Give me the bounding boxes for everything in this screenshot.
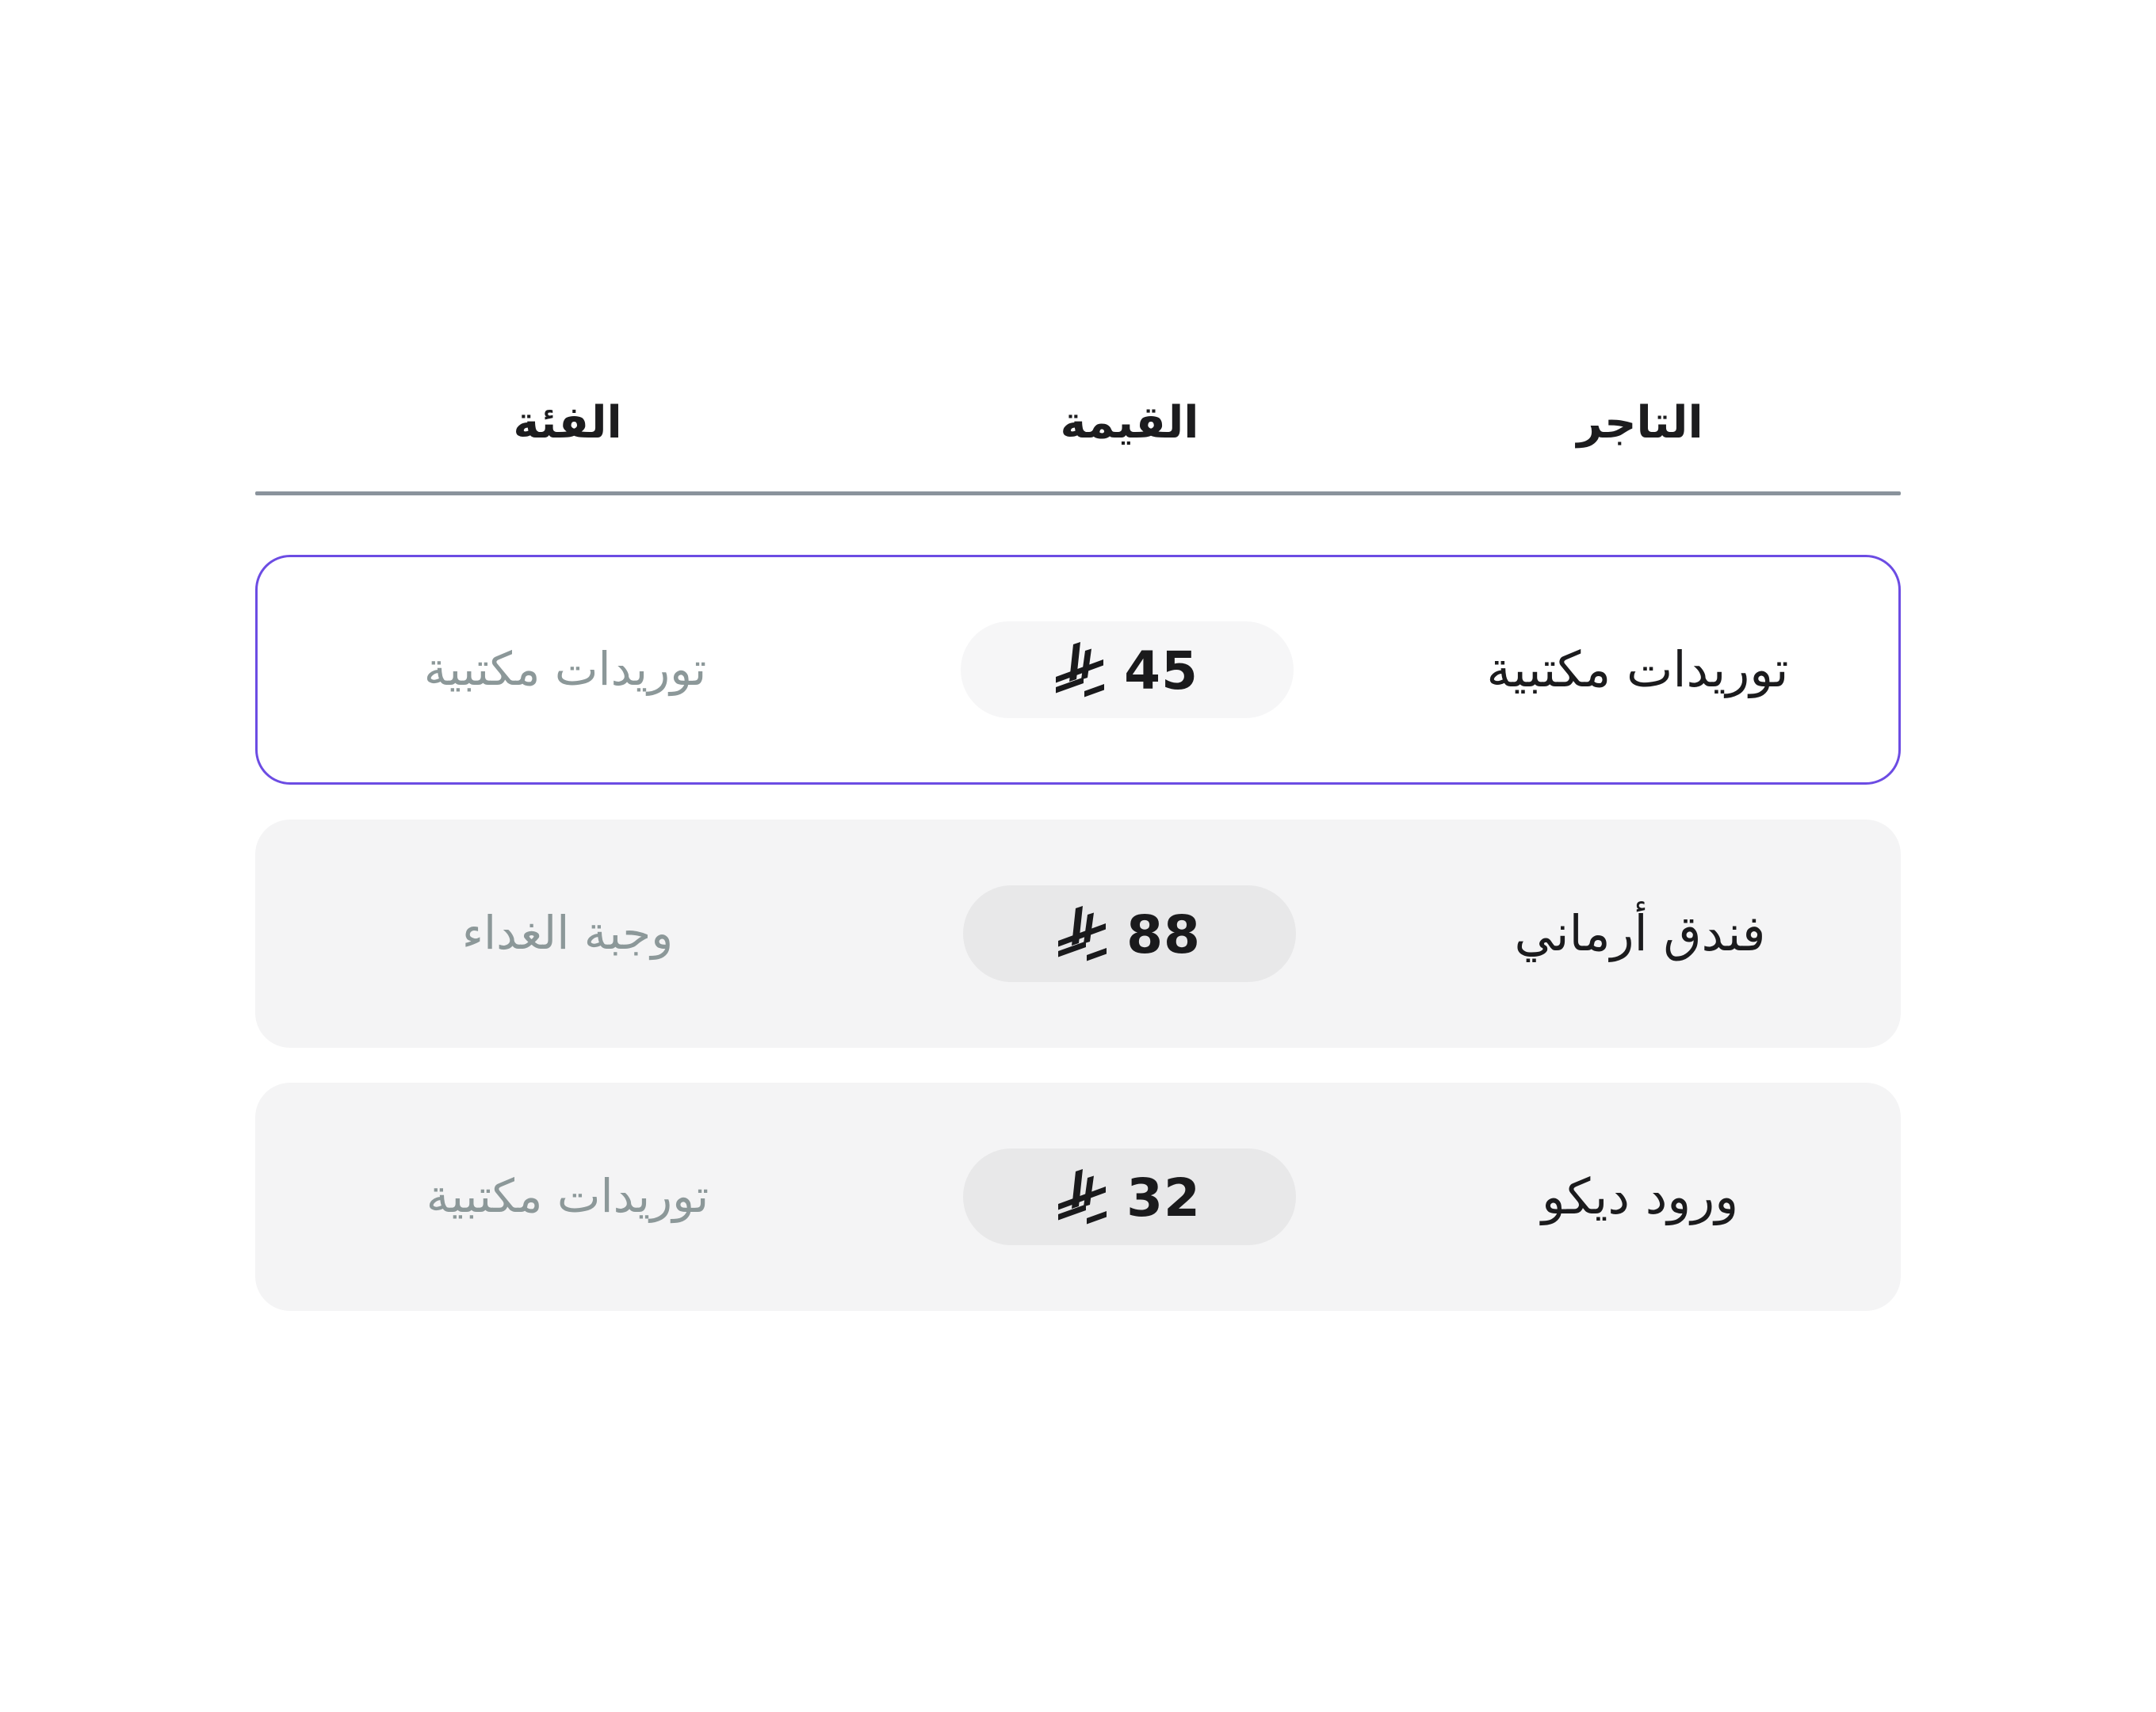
amount-value: 88 <box>1126 904 1201 965</box>
column-header-merchant: التاجر <box>1577 397 1703 449</box>
amount-pill: 32 <box>963 1148 1296 1245</box>
merchant-cell: ورود ديكو <box>1541 1167 1739 1225</box>
transactions-table: التاجر القيمة الفئة توريدات مكتبية <box>255 0 1901 1311</box>
table-row-selected[interactable]: توريدات مكتبية 45 توريدات مكت <box>255 555 1901 785</box>
value-cell: 45 <box>877 621 1377 718</box>
column-header-value: القيمة <box>1060 397 1199 449</box>
value-cell: 32 <box>880 1148 1379 1245</box>
table-row[interactable]: ورود ديكو 32 توريدات مكتبية <box>255 1083 1901 1311</box>
saudi-riyal-icon <box>1056 641 1105 698</box>
amount-value: 32 <box>1126 1167 1201 1229</box>
category-cell: وجبة الغداء <box>461 906 674 961</box>
merchant-cell: توريدات مكتبية <box>1486 640 1789 698</box>
amount-pill: 45 <box>961 621 1294 718</box>
column-header-category: الفئة <box>513 397 622 449</box>
category-cell: توريدات مكتبية <box>423 642 707 697</box>
saudi-riyal-icon <box>1058 1168 1107 1225</box>
amount-pill: 88 <box>963 885 1296 982</box>
category-cell: توريدات مكتبية <box>426 1169 709 1224</box>
table-header-row: التاجر القيمة الفئة <box>255 390 1901 457</box>
table-row[interactable]: فندق أرماني 88 وجبة الغداء <box>255 820 1901 1048</box>
value-cell: 88 <box>880 885 1379 982</box>
saudi-riyal-icon <box>1058 905 1107 962</box>
header-divider <box>255 491 1901 495</box>
merchant-cell: فندق أرماني <box>1514 904 1766 962</box>
amount-value: 45 <box>1124 640 1198 701</box>
